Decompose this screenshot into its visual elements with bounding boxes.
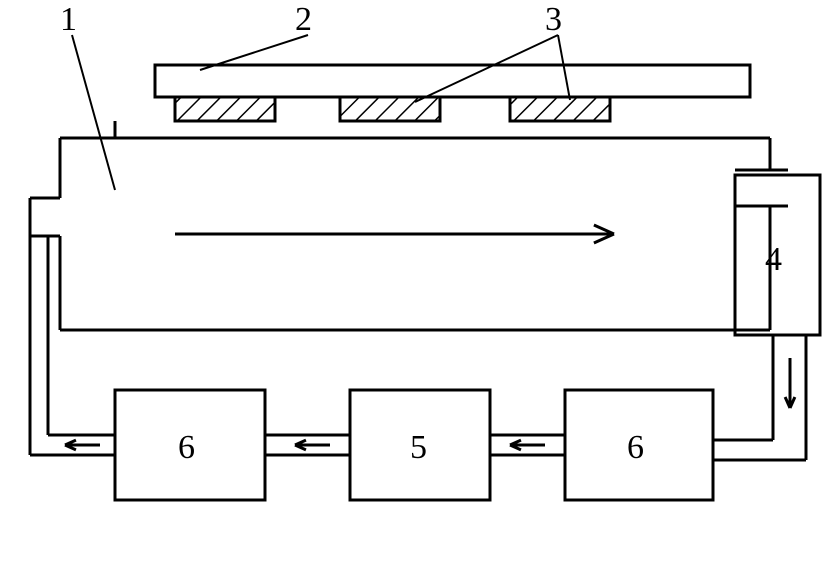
- svg-text:5: 5: [410, 429, 427, 466]
- svg-text:3: 3: [545, 1, 562, 38]
- svg-text:6: 6: [178, 429, 195, 466]
- svg-text:2: 2: [295, 1, 312, 38]
- svg-text:4: 4: [765, 241, 782, 278]
- svg-text:1: 1: [60, 1, 77, 38]
- svg-text:6: 6: [627, 429, 644, 466]
